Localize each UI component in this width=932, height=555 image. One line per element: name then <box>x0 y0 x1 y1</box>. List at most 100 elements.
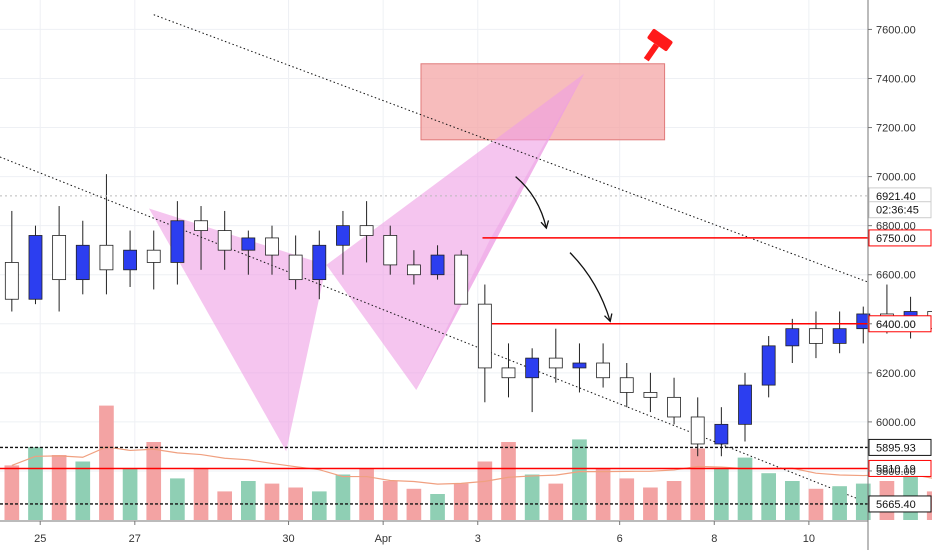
gavel-head <box>647 28 673 52</box>
volume-bar <box>453 483 469 520</box>
volume-bar <box>595 468 611 520</box>
candle-body <box>477 303 492 369</box>
volume-bar <box>335 474 351 520</box>
volume-bar <box>737 457 753 520</box>
volume-bar <box>146 442 162 520</box>
volume-bar <box>99 405 114 520</box>
level-label: 6750.00 <box>876 233 916 245</box>
volume-bar <box>75 461 91 520</box>
level-label-box <box>868 495 932 513</box>
candle-body <box>241 237 256 251</box>
candle-body <box>525 357 540 379</box>
x-tick-label: 3 <box>475 533 481 545</box>
y-tick-label: 6600.00 <box>876 270 916 282</box>
candle-body <box>430 254 445 276</box>
volume-bar <box>690 448 706 520</box>
y-tick-label: 6200.00 <box>876 368 916 380</box>
candle-body <box>359 225 374 236</box>
candle-body <box>809 328 823 344</box>
candle-body <box>406 264 421 276</box>
volume-bar <box>501 442 516 520</box>
trendline <box>153 14 869 283</box>
volume-bar <box>406 488 422 520</box>
volume-bar <box>382 481 398 520</box>
volume-bar <box>430 494 445 520</box>
candle-body <box>548 357 563 369</box>
gavel-handle <box>643 43 660 62</box>
projection-arrow <box>515 176 547 229</box>
volume-bar <box>193 468 209 520</box>
candle-body <box>265 237 279 256</box>
level-label: 5665.40 <box>876 499 916 511</box>
projection-arrows <box>515 176 613 323</box>
y-tick-label: 6000.00 <box>876 417 916 429</box>
x-tick-label: 27 <box>129 533 141 545</box>
candle-body <box>4 262 19 300</box>
volume-bar <box>359 468 374 520</box>
candle-body <box>217 230 232 251</box>
candle-body <box>454 254 469 305</box>
candle-body <box>572 362 587 369</box>
projection-arrow <box>569 252 611 322</box>
level-label-box <box>868 229 932 247</box>
price-marker-box <box>868 201 932 219</box>
volume-bar <box>784 481 800 520</box>
volume-bar <box>4 465 20 520</box>
volume-bar <box>264 483 280 520</box>
volume-bar <box>217 491 233 520</box>
projection-arrow-head <box>540 220 550 230</box>
volume-bar <box>311 491 327 520</box>
level-label-box <box>868 438 932 456</box>
volume-bar <box>855 483 871 520</box>
volume-bar <box>666 481 682 520</box>
candle-body <box>501 367 516 379</box>
candle-body <box>738 384 752 425</box>
x-tick-label: 25 <box>34 533 46 545</box>
y-tick-label: 6400.00 <box>876 319 916 331</box>
volume-bar <box>714 468 729 520</box>
price-levels: 6750.00 6400.00 5895.93 5810.19 5665.40 <box>0 229 932 513</box>
candle-body <box>832 328 847 344</box>
pattern-triangle-bcd <box>326 73 585 391</box>
candle-body <box>619 377 634 393</box>
volume-bar <box>619 478 635 520</box>
y-tick-label: 7000.00 <box>876 172 916 184</box>
x-tick-label: 8 <box>711 533 717 545</box>
candle-body <box>99 244 114 271</box>
x-tick-label: 6 <box>617 533 623 545</box>
candle-body <box>690 416 705 445</box>
harmonic-pattern <box>149 73 585 452</box>
candle-body <box>667 396 681 418</box>
candle-body <box>714 423 729 445</box>
candle-body <box>383 235 398 266</box>
gavel-icon <box>643 28 673 62</box>
volume-bar <box>170 478 185 520</box>
x-tick-label: 10 <box>803 533 815 545</box>
y-tick-label: 7200.00 <box>876 123 916 135</box>
volume-bar <box>524 474 540 520</box>
volume-bar <box>548 483 564 520</box>
price-marker-label: 02:36:45 <box>876 205 919 217</box>
candle-body <box>643 392 658 398</box>
y-tick-label: 5800.00 <box>876 466 916 478</box>
volume-bar <box>122 468 138 520</box>
y-tick-label: 7400.00 <box>876 73 916 85</box>
candle-body <box>336 225 350 246</box>
trendlines <box>0 14 869 504</box>
candle-body <box>28 235 43 300</box>
volume-bar <box>477 461 493 520</box>
y-tick-label: 6800.00 <box>876 221 916 233</box>
volume-bar <box>761 473 776 520</box>
candle-body <box>596 362 611 379</box>
candle-body <box>52 235 67 281</box>
projection-arrow-head <box>604 313 613 323</box>
gavel-shape <box>643 28 673 62</box>
candle-body <box>170 220 185 263</box>
volume-bar <box>832 486 847 520</box>
price-marker-label: 6921.40 <box>876 191 916 203</box>
level-label: 6400.00 <box>876 319 916 331</box>
candle-body <box>146 249 161 263</box>
volume-bar <box>28 447 43 520</box>
